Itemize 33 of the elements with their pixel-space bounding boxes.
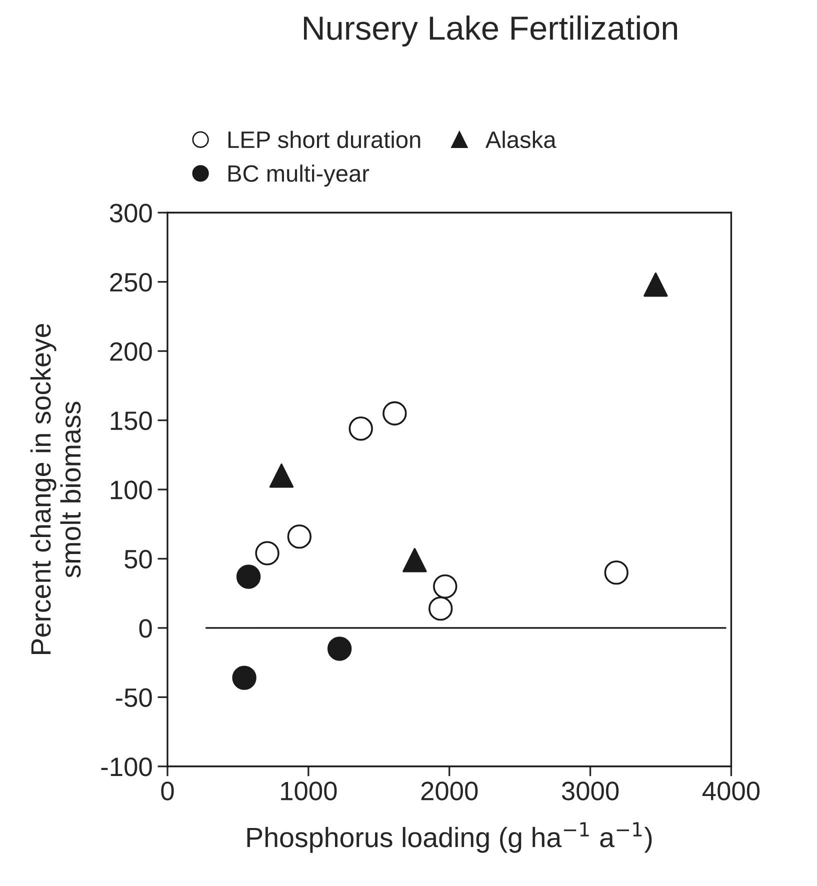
- point: [433, 574, 458, 599]
- point: [327, 636, 352, 661]
- x-tick-label: 1000: [281, 782, 337, 800]
- point: [644, 272, 668, 297]
- y-tick-label: 300: [110, 204, 152, 222]
- point: [382, 401, 407, 426]
- y-tick-label: -50: [116, 688, 152, 707]
- y-tick-label: 150: [110, 411, 152, 430]
- point: [287, 524, 312, 549]
- x-tick-label: 3000: [562, 782, 619, 800]
- chart-title: Nursery Lake Fertilization: [304, 15, 678, 47]
- y-tick-label: 0: [139, 619, 152, 638]
- y-tick-label: 50: [124, 550, 152, 569]
- x-tick-label: 4000: [702, 782, 760, 800]
- legend-label: BC multi-year: [228, 164, 370, 187]
- y-axis-title: Percent change in sockeye smolt biomass: [30, 324, 81, 654]
- y-tick-label: 200: [110, 342, 152, 361]
- y-tick-label: 250: [110, 272, 152, 292]
- legend-label: LEP short duration: [228, 130, 420, 148]
- y-tick-label: -100: [101, 758, 152, 776]
- point: [402, 548, 427, 572]
- x-axis-title: Phosphorus loading (g ha$^{−1}$ a$^{−1}$): [247, 822, 652, 853]
- x-tick-label: 2000: [421, 782, 478, 800]
- point: [236, 564, 261, 589]
- point: [269, 464, 294, 488]
- point: [428, 596, 453, 621]
- point: [232, 666, 256, 690]
- point: [255, 541, 280, 566]
- legend-label: Alaska: [485, 130, 556, 148]
- point: [604, 560, 628, 585]
- x-tick-label: 0: [161, 782, 174, 800]
- point: [348, 416, 373, 441]
- y-tick-label: 100: [110, 480, 152, 500]
